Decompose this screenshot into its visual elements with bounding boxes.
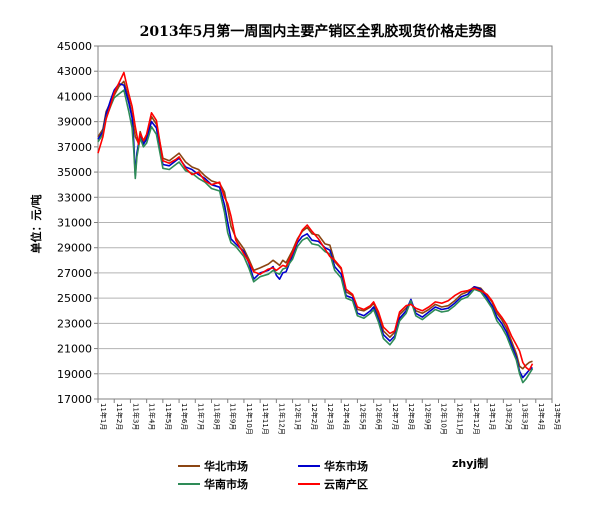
series-line: [97, 89, 534, 384]
x-tick-label: 13年2月: [504, 403, 513, 430]
x-tick-label: 13年4月: [537, 403, 546, 430]
x-tick-label: 11年4月: [148, 403, 157, 430]
x-tick-label: 13年3月: [521, 403, 530, 430]
x-tick-label: 11年2月: [115, 403, 124, 430]
x-tick-label: 11年11月: [261, 403, 270, 435]
y-tick-label: 41000: [57, 90, 92, 103]
y-axis-label: 单位：元/吨: [29, 194, 43, 253]
x-tick-label: 13年1月: [488, 403, 497, 430]
x-tick-label: 12年11月: [456, 403, 465, 435]
x-tick-label: 12年1月: [294, 403, 303, 430]
x-tick-label: 11年10月: [245, 403, 254, 435]
y-tick-label: 35000: [57, 166, 92, 179]
x-tick-label: 13年5月: [553, 403, 562, 430]
y-tick-label: 45000: [57, 40, 92, 53]
x-tick-label: 11年9月: [229, 403, 238, 430]
x-tick-label: 11年12月: [277, 403, 286, 435]
x-tick-label: 11年7月: [196, 403, 205, 430]
legend-label: 云南产区: [324, 477, 368, 491]
y-tick-label: 25000: [57, 292, 92, 305]
x-tick-label: 12年2月: [310, 403, 319, 430]
x-tick-label: 12年7月: [391, 403, 400, 430]
y-tick-label: 29000: [57, 242, 92, 255]
y-tick-label: 19000: [57, 368, 92, 381]
x-tick-label: 11年6月: [180, 403, 189, 430]
x-tick-label: 12年12月: [472, 403, 481, 435]
legend-label: 华南市场: [204, 477, 248, 491]
x-tick-label: 11年1月: [99, 403, 108, 430]
x-tick-label: 12年8月: [407, 403, 416, 430]
x-tick-label: 12年10月: [440, 403, 449, 435]
y-tick-label: 33000: [57, 191, 92, 204]
x-tick-label: 11年8月: [213, 403, 222, 430]
series-line: [97, 83, 533, 379]
series-line: [97, 71, 534, 371]
x-tick-label: 12年5月: [358, 403, 367, 430]
chart-note: zhyj制: [452, 456, 488, 470]
y-tick-label: 23000: [57, 317, 92, 330]
y-tick-label: 21000: [57, 343, 92, 356]
x-tick-label: 12年6月: [375, 403, 384, 430]
legend-label: 华东市场: [324, 459, 368, 473]
series-line: [97, 80, 533, 370]
y-tick-label: 39000: [57, 116, 92, 129]
x-tick-label: 11年3月: [131, 403, 140, 430]
y-tick-label: 17000: [57, 393, 92, 406]
chart-title: 2013年5月第一周国内主要产销区全乳胶现货价格走势图: [140, 23, 497, 40]
y-tick-label: 37000: [57, 141, 92, 154]
legend-label: 华北市场: [204, 459, 248, 473]
y-tick-label: 31000: [57, 217, 92, 230]
x-tick-label: 12年4月: [342, 403, 351, 430]
x-tick-label: 11年5月: [164, 403, 173, 430]
x-tick-label: 12年9月: [423, 403, 432, 430]
y-tick-label: 27000: [57, 267, 92, 280]
x-tick-label: 12年3月: [326, 403, 335, 430]
y-tick-label: 43000: [57, 65, 92, 78]
